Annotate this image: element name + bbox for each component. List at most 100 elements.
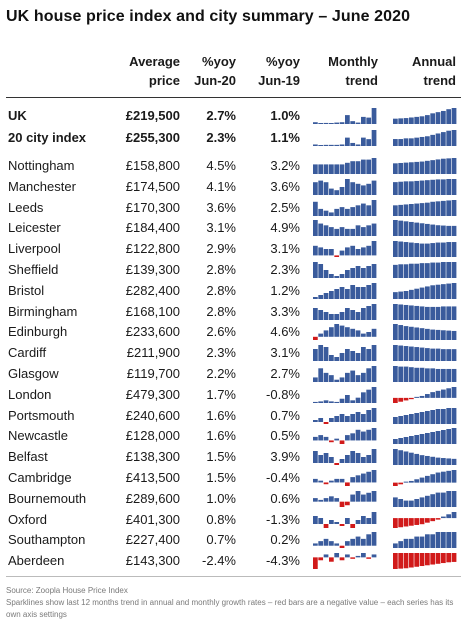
- spark-bar: [355, 330, 361, 338]
- yoy-jun19: 3.3%: [270, 303, 300, 319]
- spark-bar: [409, 346, 414, 362]
- city-name: Oxford: [8, 511, 48, 527]
- spark-bar: [393, 204, 398, 216]
- spark-bar: [398, 118, 404, 124]
- spark-bar: [430, 348, 436, 362]
- table-row: Portsmouth £240,600 1.6% 0.7%: [0, 406, 467, 426]
- spark-bar: [339, 377, 345, 382]
- spark-bar: [366, 455, 372, 464]
- spark-bar: [345, 349, 350, 362]
- spark-bar: [446, 130, 452, 146]
- spark-bar: [329, 327, 334, 338]
- spark-bar: [345, 455, 350, 464]
- city-name: Nottingham: [8, 158, 75, 173]
- spark-bar: [409, 263, 414, 278]
- spark-bar: [441, 179, 446, 195]
- spark-bar: [403, 290, 409, 299]
- yoy-jun20: -2.4%: [202, 553, 236, 569]
- spark-bar: [425, 534, 430, 549]
- spark-bar: [430, 113, 436, 124]
- spark-bar: [371, 554, 377, 558]
- spark-bar: [419, 223, 425, 237]
- city-name: Sheffield: [8, 262, 59, 277]
- spark-bar: [393, 241, 398, 258]
- spark-bar: [446, 242, 452, 258]
- spark-bar: [334, 553, 340, 558]
- monthly-trend-sparkline: [313, 449, 377, 466]
- spark-bar: [435, 408, 441, 424]
- spark-bar: [435, 133, 441, 146]
- spark-bar: [403, 162, 409, 174]
- spark-bar: [323, 497, 329, 502]
- spark-bar: [366, 117, 372, 124]
- spark-bar: [435, 492, 441, 507]
- spark-bar: [313, 201, 318, 216]
- spark-bar: [446, 388, 452, 398]
- city-name: Portsmouth: [8, 407, 75, 423]
- spark-bar: [430, 517, 436, 521]
- spark-bar: [403, 304, 409, 320]
- spark-bar: [398, 450, 404, 466]
- spark-bar: [334, 122, 340, 124]
- spark-bar: [371, 532, 377, 547]
- spark-bar: [441, 516, 446, 518]
- spark-bar: [313, 164, 318, 174]
- spark-bar: [451, 407, 457, 424]
- city-name: Bristol: [8, 282, 45, 298]
- spark-bar: [329, 519, 334, 524]
- yoy-jun20: 2.8%: [206, 303, 236, 319]
- spark-bar: [339, 186, 345, 195]
- spark-bar: [345, 229, 350, 237]
- header-monthly-line1: Monthly: [328, 54, 378, 69]
- spark-bar: [318, 145, 324, 146]
- average-price: £128,000: [125, 428, 180, 444]
- annual-trend-sparkline: [393, 470, 457, 486]
- spark-bar: [366, 305, 372, 320]
- spark-bar: [398, 482, 404, 485]
- spark-bar: [441, 430, 446, 445]
- spark-bar: [318, 264, 324, 278]
- city-name: Glasgow: [8, 366, 59, 381]
- spark-bar: [339, 546, 345, 549]
- spark-bar: [355, 490, 361, 502]
- spark-bar: [355, 122, 361, 124]
- spark-bar: [403, 242, 409, 258]
- city-name: Liverpool: [8, 241, 61, 257]
- spark-bar: [329, 313, 334, 320]
- yoy-jun19: 4.9%: [270, 220, 300, 236]
- table-row: Leeds £170,300 3.6% 2.5%: [0, 198, 467, 218]
- spark-bar: [323, 453, 329, 464]
- spark-bar: [345, 394, 350, 403]
- spark-bar: [435, 532, 441, 549]
- spark-bar: [393, 553, 398, 570]
- monthly-trend-sparkline: [313, 108, 377, 124]
- monthly-trend-sparkline: [313, 470, 377, 486]
- header-yoy20-line2: Jun-20: [194, 73, 236, 88]
- spark-bar: [419, 306, 425, 320]
- spark-bar: [398, 541, 404, 549]
- spark-bar: [318, 480, 324, 483]
- spark-bar: [313, 349, 318, 362]
- header-average-price: Average price: [110, 52, 180, 90]
- header-rule: [6, 97, 461, 98]
- spark-bar: [425, 263, 430, 278]
- spark-bar: [318, 435, 324, 441]
- spark-bar: [398, 415, 404, 424]
- spark-bar: [430, 329, 436, 341]
- spark-bar: [355, 286, 361, 299]
- spark-bar: [451, 470, 457, 483]
- spark-bar: [339, 523, 345, 526]
- spark-bar: [414, 536, 420, 549]
- spark-bar: [414, 498, 420, 507]
- spark-bar: [318, 180, 324, 195]
- spark-bar: [430, 391, 436, 398]
- spark-bar: [446, 470, 452, 483]
- spark-bar: [366, 517, 372, 524]
- spark-bar: [403, 366, 409, 382]
- monthly-trend-sparkline: [313, 490, 377, 507]
- spark-bar: [355, 183, 361, 195]
- spark-bar: [393, 118, 398, 124]
- spark-bar: [318, 417, 324, 422]
- spark-bar: [419, 395, 425, 398]
- spark-bar: [355, 475, 361, 483]
